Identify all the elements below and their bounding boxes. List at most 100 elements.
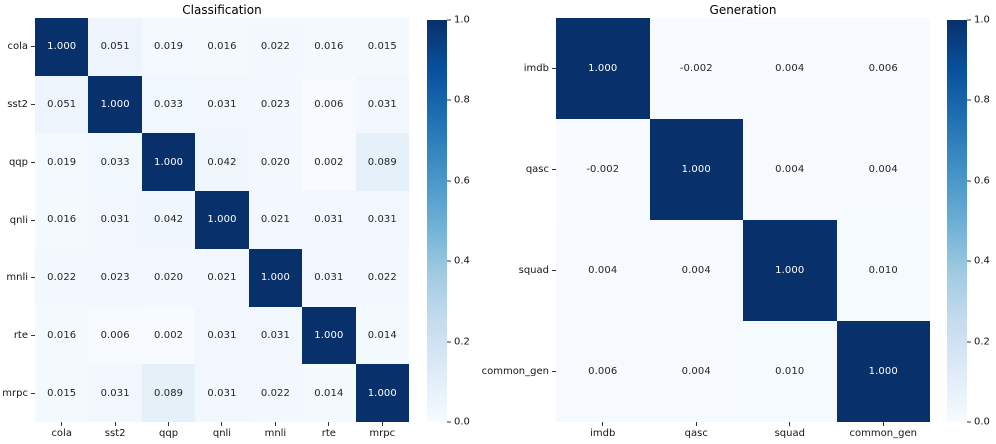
heatmap-cell: 0.019 bbox=[35, 133, 89, 192]
heatmap-cell: 0.042 bbox=[141, 191, 196, 249]
colorbar-tick: 0.6 bbox=[967, 175, 990, 186]
x-tick-mark bbox=[114, 422, 116, 426]
heatmap-cell: 0.051 bbox=[35, 75, 89, 134]
colorbar-tick-label: 0.6 bbox=[974, 175, 990, 187]
colorbar-tick: 0.4 bbox=[447, 256, 470, 267]
colorbar-tick: 0.8 bbox=[447, 95, 470, 106]
y-tick-mark bbox=[31, 46, 35, 48]
heatmap-grid: 1.000 -0.002 0.004 0.006 -0.002 1.000 0.004 0.0… bbox=[556, 18, 930, 422]
y-tick-label: rte bbox=[0, 307, 35, 365]
heatmap-cell: 0.014 bbox=[355, 306, 409, 365]
heatmap-cell: 0.022 bbox=[355, 248, 409, 307]
heatmap-cell: 0.004 bbox=[836, 119, 930, 220]
heatmap-cell: 0.010 bbox=[836, 220, 930, 321]
x-tick-label: cola bbox=[35, 422, 88, 442]
x-tick-mark bbox=[789, 422, 791, 426]
colorbar-tick-mark bbox=[447, 260, 451, 262]
colorbar-tick-mark bbox=[967, 341, 971, 343]
y-tick-mark bbox=[31, 392, 35, 394]
heatmap-cell: 0.016 bbox=[302, 18, 356, 76]
x-tick-mark bbox=[61, 422, 63, 426]
heatmap-cell: 0.031 bbox=[302, 191, 356, 249]
heatmap-cell: 0.016 bbox=[195, 18, 249, 76]
heatmap-cell: 0.089 bbox=[141, 364, 196, 422]
colorbar-tick: 0.2 bbox=[967, 336, 990, 347]
x-tick-label: imdb bbox=[556, 422, 650, 442]
colorbar-tick: 0.0 bbox=[967, 417, 990, 428]
heatmap-cell: 1.000 bbox=[743, 220, 837, 321]
x-tick-label: qqp bbox=[142, 422, 195, 442]
colorbar-tick-label: 0.8 bbox=[454, 94, 470, 106]
heatmap-cell: 0.031 bbox=[88, 364, 142, 422]
y-tick-mark bbox=[31, 334, 35, 336]
colorbar: 1.0 0.8 0.6 0.4 0.2 0.0 bbox=[947, 15, 990, 428]
y-tick-label: mrpc bbox=[0, 364, 35, 422]
heatmap-cell: 0.016 bbox=[35, 306, 89, 365]
x-axis-labels: imdb qasc squad common_gen bbox=[556, 422, 930, 442]
colorbar-tick-mark bbox=[967, 180, 971, 182]
colorbar-tick: 1.0 bbox=[447, 15, 470, 26]
x-tick-label: qnli bbox=[195, 422, 248, 442]
colorbar-tick-label: 0.2 bbox=[454, 336, 470, 348]
heatmap-cell: 0.031 bbox=[355, 191, 409, 249]
heatmap-cell: 1.000 bbox=[35, 18, 89, 76]
colorbar-tick-label: 0.8 bbox=[974, 94, 990, 106]
heatmap-cell: 0.006 bbox=[556, 321, 650, 422]
heatmap-cell: 0.022 bbox=[248, 18, 303, 76]
heatmap-cell: 0.051 bbox=[88, 18, 142, 76]
y-tick-label: cola bbox=[0, 18, 35, 76]
x-tick-mark bbox=[602, 422, 604, 426]
x-tick-label: mnli bbox=[249, 422, 302, 442]
y-tick-mark bbox=[31, 104, 35, 106]
heatmap-cell: 0.002 bbox=[141, 306, 196, 365]
heatmap-cell: 0.004 bbox=[649, 321, 743, 422]
y-tick-label: squad bbox=[460, 220, 556, 321]
heatmap-cell: 0.021 bbox=[248, 191, 303, 249]
heatmap-cell: 0.022 bbox=[248, 364, 303, 422]
chart-title-classification: Classification bbox=[182, 3, 262, 17]
colorbar-tick-label: 1.0 bbox=[974, 14, 990, 26]
x-tick-label: rte bbox=[302, 422, 355, 442]
y-tick-mark bbox=[31, 219, 35, 221]
y-tick-label: qasc bbox=[460, 119, 556, 220]
heatmap-cell: 0.031 bbox=[302, 248, 356, 307]
x-tick-label: mrpc bbox=[356, 422, 409, 442]
heatmap-cell: 0.031 bbox=[88, 191, 142, 249]
colorbar-tick: 0.6 bbox=[447, 175, 470, 186]
colorbar-gradient bbox=[427, 20, 447, 422]
heatmap-cell: 1.000 bbox=[88, 75, 142, 134]
heatmap-cell: 0.002 bbox=[302, 133, 356, 192]
y-tick-mark bbox=[552, 270, 556, 271]
x-tick-label: common_gen bbox=[837, 422, 931, 442]
heatmap-cell: 0.023 bbox=[248, 75, 303, 134]
heatmap-cell: 0.006 bbox=[302, 75, 356, 134]
x-tick-mark bbox=[328, 422, 330, 426]
heatmap-grid: 1.000 0.051 0.019 0.016 0.022 0.016 0.015 0.051… bbox=[35, 18, 409, 422]
heatmap-cell: 0.021 bbox=[195, 248, 249, 307]
x-tick-label: squad bbox=[743, 422, 837, 442]
heatmap-cell: 0.004 bbox=[649, 220, 743, 321]
heatmap-cell: 1.000 bbox=[302, 306, 356, 365]
colorbar-tick-mark bbox=[447, 180, 451, 182]
heatmap-cell: -0.002 bbox=[649, 18, 743, 119]
y-tick-label: imdb bbox=[460, 18, 556, 119]
colorbar-tick-mark bbox=[967, 260, 971, 262]
colorbar-tick-mark bbox=[967, 99, 971, 101]
heatmap-cell: 0.031 bbox=[248, 306, 303, 365]
colorbar-tick-label: 0.4 bbox=[974, 255, 990, 267]
heatmap-cell: 0.022 bbox=[35, 248, 89, 307]
heatmap-cell: 1.000 bbox=[355, 364, 409, 422]
colorbar-tick-label: 1.0 bbox=[454, 14, 470, 26]
colorbar-tick-mark bbox=[447, 341, 451, 343]
y-tick-mark bbox=[552, 68, 556, 69]
x-axis-labels: cola sst2 qqp qnli mnli rte mrpc bbox=[35, 422, 409, 442]
heatmap-cell: 0.033 bbox=[88, 133, 142, 192]
heatmap-cell: -0.002 bbox=[556, 119, 650, 220]
heatmap-cell: 0.023 bbox=[88, 248, 142, 307]
y-tick-mark bbox=[552, 371, 556, 372]
colorbar-tick: 0.2 bbox=[447, 336, 470, 347]
heatmap-cell: 0.089 bbox=[355, 133, 409, 192]
heatmap-cell: 0.020 bbox=[248, 133, 303, 192]
colorbar-tick-mark bbox=[967, 421, 971, 423]
x-tick-mark bbox=[168, 422, 170, 426]
